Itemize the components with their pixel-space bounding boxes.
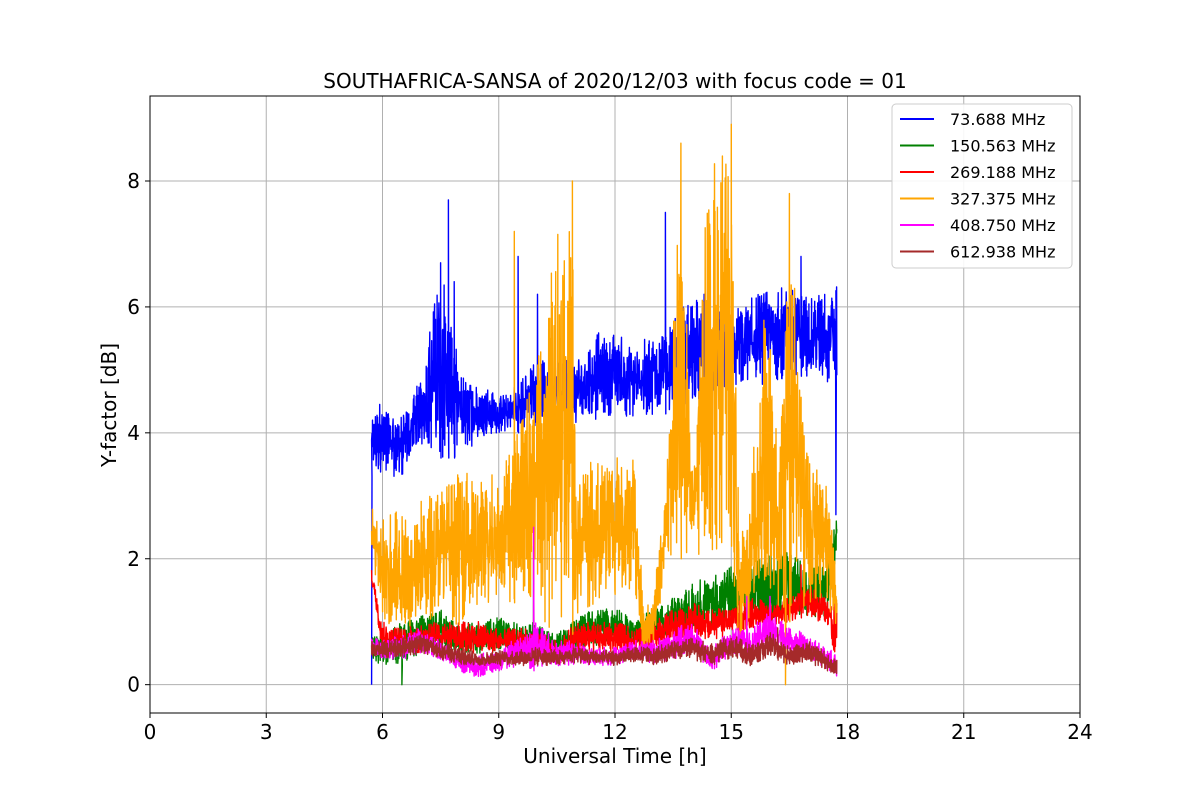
legend-label: 612.938 MHz [950, 243, 1055, 262]
legend-label: 408.750 MHz [950, 216, 1055, 235]
y-tick-label: 4 [127, 421, 140, 445]
series-line-3 [370, 123, 838, 686]
x-axis-label: Universal Time [h] [523, 744, 706, 768]
y-axis-ticks: 0 2 4 6 8 [127, 169, 150, 697]
legend: 73.688 MHz 150.563 MHz 269.188 MHz 327.375 … [891, 103, 1073, 269]
legend-label: 73.688 MHz [950, 110, 1045, 129]
series-line-5 [370, 627, 838, 675]
y-tick-label: 6 [127, 295, 140, 319]
legend-label: 327.375 MHz [950, 190, 1055, 209]
series-line-0 [370, 199, 838, 685]
x-tick-label: 3 [260, 720, 273, 744]
legend-box [891, 103, 1073, 269]
x-tick-label: 21 [951, 720, 976, 744]
x-tick-label: 6 [376, 720, 389, 744]
y-tick-label: 2 [127, 547, 140, 571]
y-tick-label: 8 [127, 169, 140, 193]
x-tick-label: 15 [719, 720, 744, 744]
plot-series [370, 123, 838, 686]
series-line-2 [370, 564, 838, 664]
x-tick-label: 18 [835, 720, 860, 744]
x-tick-label: 0 [144, 720, 157, 744]
y-axis-label: Y-factor [dB] [97, 343, 121, 468]
x-axis-ticks: 0 3 6 9 12 15 18 21 24 [144, 713, 1093, 744]
chart-title: SOUTHAFRICA-SANSA of 2020/12/03 with foc… [323, 69, 907, 93]
y-tick-label: 0 [127, 673, 140, 697]
x-tick-label: 24 [1067, 720, 1092, 744]
legend-label: 269.188 MHz [950, 163, 1055, 182]
legend-label: 150.563 MHz [950, 137, 1055, 156]
x-tick-label: 12 [602, 720, 627, 744]
x-tick-label: 9 [492, 720, 505, 744]
